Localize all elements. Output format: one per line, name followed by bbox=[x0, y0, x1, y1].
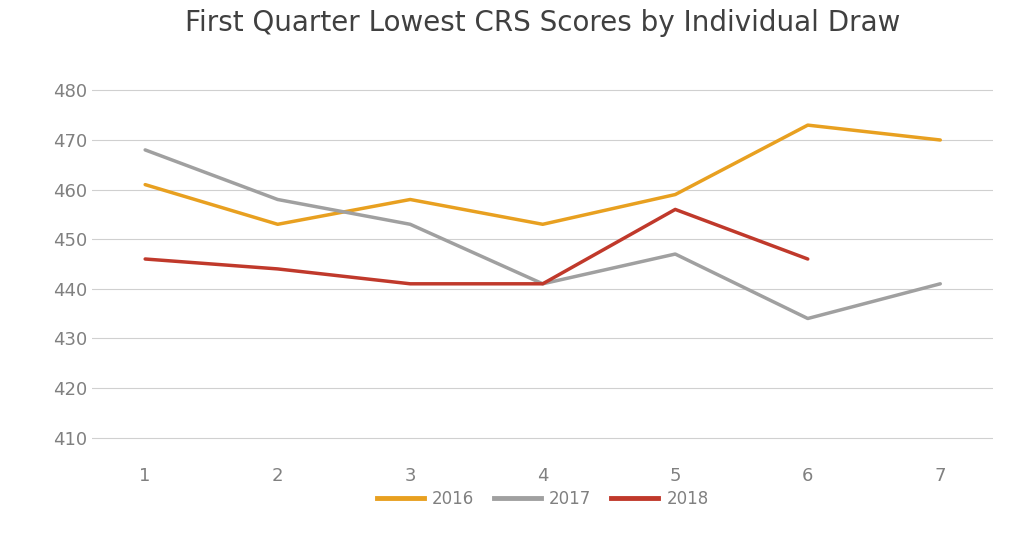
2017 bbox=[934, 281, 946, 287]
2017 bbox=[139, 146, 152, 153]
2017 bbox=[669, 251, 681, 257]
2017 bbox=[271, 196, 284, 203]
2018 bbox=[802, 256, 814, 262]
2016 bbox=[139, 181, 152, 188]
Legend: 2016, 2017, 2018: 2016, 2017, 2018 bbox=[371, 483, 715, 515]
2016 bbox=[271, 221, 284, 228]
Line: 2017: 2017 bbox=[145, 150, 940, 319]
2016 bbox=[802, 122, 814, 129]
2018 bbox=[537, 281, 549, 287]
2017 bbox=[404, 221, 417, 228]
Line: 2018: 2018 bbox=[145, 209, 808, 284]
2018 bbox=[271, 266, 284, 272]
2018 bbox=[404, 281, 417, 287]
2018 bbox=[139, 256, 152, 262]
2017 bbox=[537, 281, 549, 287]
2016 bbox=[934, 136, 946, 143]
2016 bbox=[669, 191, 681, 198]
2016 bbox=[404, 196, 417, 203]
Title: First Quarter Lowest CRS Scores by Individual Draw: First Quarter Lowest CRS Scores by Indiv… bbox=[185, 9, 900, 37]
2017 bbox=[802, 315, 814, 322]
2018 bbox=[669, 206, 681, 213]
2016 bbox=[537, 221, 549, 228]
Line: 2016: 2016 bbox=[145, 125, 940, 224]
